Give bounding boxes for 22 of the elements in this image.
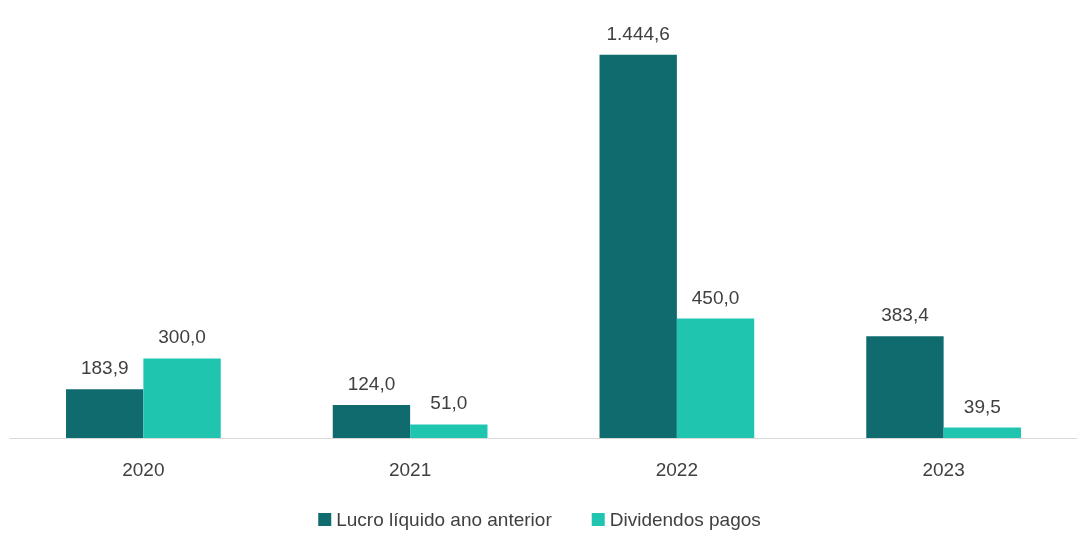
data-label: 450,0 bbox=[691, 286, 740, 308]
legend-label: Dividendos pagos bbox=[609, 509, 761, 530]
bar bbox=[866, 336, 944, 438]
x-tick-label: 2020 bbox=[122, 459, 165, 480]
bar bbox=[410, 424, 488, 438]
data-label: 39,5 bbox=[963, 395, 1001, 417]
x-tick-label: 2022 bbox=[655, 459, 699, 480]
data-label: 300,0 bbox=[158, 326, 206, 348]
data-label: 124,0 bbox=[347, 373, 396, 395]
legend-label: Lucro líquido ano anterior bbox=[336, 509, 553, 530]
data-label: 51,0 bbox=[430, 392, 468, 414]
bar bbox=[676, 318, 755, 438]
bar bbox=[143, 358, 221, 438]
bar bbox=[332, 405, 411, 438]
bar bbox=[66, 389, 144, 438]
data-label: 383,4 bbox=[881, 304, 930, 326]
data-label: 183,9 bbox=[80, 357, 129, 379]
x-tick-label: 2021 bbox=[388, 459, 432, 480]
bar bbox=[943, 427, 1021, 438]
x-tick-label: 2023 bbox=[922, 459, 965, 480]
bar bbox=[599, 54, 677, 438]
data-label: 1.444,6 bbox=[606, 22, 670, 44]
